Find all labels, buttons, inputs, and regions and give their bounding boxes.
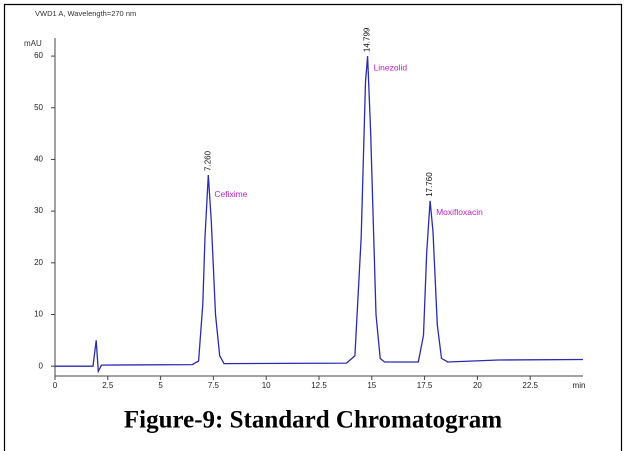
peak-name: Cefixime xyxy=(214,189,247,199)
x-tick-label: 15 xyxy=(367,381,376,390)
x-tick-label: 0 xyxy=(53,381,58,390)
x-tick-label: 5 xyxy=(158,381,163,390)
x-tick-label: 20 xyxy=(473,381,482,390)
y-tick-label: 60 xyxy=(34,51,43,60)
x-tick-label: 17.5 xyxy=(417,381,433,390)
frame xyxy=(3,3,623,451)
x-tick-label: 2.5 xyxy=(102,381,114,390)
x-tick-label: 10 xyxy=(262,381,271,390)
y-tick-label: 10 xyxy=(34,310,43,319)
peak-name: Moxifloxacin xyxy=(436,207,483,217)
chart-title: VWD1 A, Wavelength=270 nm xyxy=(35,9,136,18)
y-tick-label: 30 xyxy=(34,206,43,215)
peak-time: 14.799 xyxy=(363,27,372,52)
caption: Figure-9: Standard Chromatogram xyxy=(124,407,502,434)
y-axis-label: mAU xyxy=(24,39,42,48)
x-axis-label: min xyxy=(573,381,586,390)
x-tick-label: 12.5 xyxy=(311,381,327,390)
peak-name: Linezolid xyxy=(374,62,408,72)
y-tick-label: 20 xyxy=(34,258,43,267)
x-tick-label: 22.5 xyxy=(522,381,538,390)
y-tick-label: 50 xyxy=(34,103,43,112)
peak-time: 17.760 xyxy=(425,172,434,197)
peak-time: 7.260 xyxy=(203,150,212,171)
x-tick-label: 7.5 xyxy=(208,381,220,390)
trace xyxy=(55,56,584,374)
y-tick-label: 0 xyxy=(39,361,44,370)
y-tick-label: 40 xyxy=(34,155,43,164)
